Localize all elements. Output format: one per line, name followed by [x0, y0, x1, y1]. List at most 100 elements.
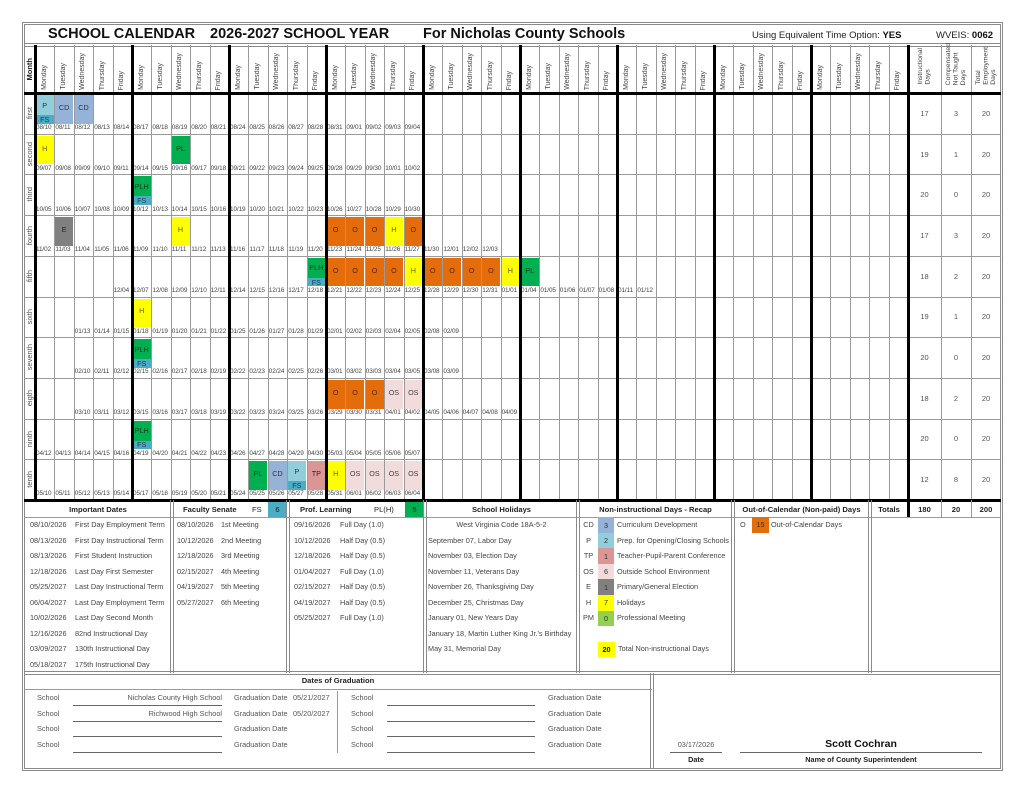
day-cell[interactable]: 12/16 — [268, 256, 287, 297]
day-cell[interactable]: 04/27 — [248, 419, 267, 460]
day-cell[interactable]: 10/28 — [365, 174, 384, 215]
day-cell[interactable]: 11/17 — [248, 215, 267, 256]
day-cell[interactable]: 12/15 — [248, 256, 267, 297]
day-cell[interactable]: H 12/25 — [404, 256, 423, 297]
day-cell[interactable]: 04/22 — [190, 419, 209, 460]
day-cell[interactable]: 08/13 — [93, 93, 112, 134]
day-cell[interactable]: 09/23 — [268, 134, 287, 175]
day-cell[interactable]: 02/04 — [384, 297, 403, 338]
day-cell[interactable]: PLH FS 10/12 — [132, 174, 151, 215]
day-cell[interactable]: 09/10 — [93, 134, 112, 175]
day-cell[interactable]: 01/08 — [598, 256, 617, 297]
day-cell[interactable]: E 11/03 — [54, 215, 74, 256]
day-cell[interactable]: 02/10 — [74, 337, 93, 378]
day-cell[interactable]: OS 06/04 — [404, 459, 423, 500]
day-cell[interactable]: 09/09 — [74, 134, 93, 175]
day-cell[interactable]: 01/11 — [617, 256, 636, 297]
day-cell[interactable]: O 03/31 — [365, 378, 384, 419]
day-cell[interactable]: 08/24 — [229, 93, 248, 134]
day-cell[interactable]: 03/10 — [74, 378, 93, 419]
signature-date[interactable]: 03/17/2026 — [677, 740, 715, 749]
day-cell[interactable]: 03/03 — [365, 337, 384, 378]
day-cell[interactable]: 03/01 — [326, 337, 345, 378]
graduation-date-field[interactable] — [608, 692, 648, 704]
day-cell[interactable]: 03/24 — [268, 378, 287, 419]
graduation-date-field[interactable] — [608, 708, 648, 720]
day-cell[interactable]: OS 06/03 — [384, 459, 404, 500]
day-cell[interactable]: OS 06/02 — [365, 459, 384, 500]
day-cell[interactable]: 05/21 — [210, 459, 229, 500]
day-cell[interactable]: O 12/23 — [365, 256, 384, 297]
day-cell[interactable]: 11/06 — [113, 215, 132, 256]
day-cell[interactable]: 03/16 — [151, 378, 170, 419]
day-cell[interactable]: PL 09/16 — [171, 134, 190, 175]
day-cell[interactable]: 02/16 — [151, 337, 170, 378]
day-cell[interactable]: 08/25 — [248, 93, 267, 134]
day-cell[interactable]: 02/23 — [248, 337, 267, 378]
day-cell[interactable]: 01/05 — [539, 256, 558, 297]
day-cell[interactable]: 09/14 — [132, 134, 151, 175]
day-cell[interactable]: 01/15 — [113, 297, 132, 338]
day-cell[interactable]: 02/19 — [210, 337, 229, 378]
day-cell[interactable]: 03/26 — [307, 378, 326, 419]
day-cell[interactable]: 02/24 — [268, 337, 287, 378]
day-cell[interactable]: 01/26 — [248, 297, 267, 338]
day-cell[interactable]: O 11/24 — [345, 215, 365, 256]
day-cell[interactable]: 10/01 — [384, 134, 403, 175]
school-name-field[interactable] — [73, 723, 222, 735]
day-cell[interactable]: 09/01 — [345, 93, 364, 134]
day-cell[interactable]: 05/03 — [326, 419, 345, 460]
day-cell[interactable]: 03/12 — [113, 378, 132, 419]
day-cell[interactable]: 03/23 — [248, 378, 267, 419]
day-cell[interactable]: O 03/29 — [326, 378, 345, 419]
day-cell[interactable]: 03/05 — [404, 337, 423, 378]
day-cell[interactable]: 02/01 — [326, 297, 345, 338]
day-cell[interactable]: 10/02 — [404, 134, 423, 175]
day-cell[interactable]: 04/20 — [151, 419, 170, 460]
day-cell[interactable]: 04/28 — [268, 419, 287, 460]
day-cell[interactable]: 09/03 — [384, 93, 403, 134]
day-cell[interactable]: 04/14 — [74, 419, 93, 460]
day-cell[interactable]: 02/11 — [93, 337, 112, 378]
day-cell[interactable]: 10/19 — [229, 174, 248, 215]
graduation-date-field[interactable] — [293, 723, 335, 735]
school-name-field[interactable] — [387, 739, 535, 751]
day-cell[interactable]: CD 08/12 — [74, 93, 93, 134]
day-cell[interactable]: 11/04 — [74, 215, 93, 256]
day-cell[interactable]: 10/22 — [287, 174, 306, 215]
day-cell[interactable]: O 12/28 — [423, 256, 442, 297]
school-name-field[interactable] — [387, 692, 535, 704]
day-cell[interactable]: 05/14 — [113, 459, 132, 500]
day-cell[interactable]: PLH FS 04/19 — [132, 419, 151, 460]
day-cell[interactable]: 10/14 — [171, 174, 190, 215]
day-cell[interactable]: 09/04 — [404, 93, 423, 134]
superintendent-name[interactable]: Scott Cochran — [825, 738, 897, 750]
day-cell[interactable]: 01/19 — [151, 297, 170, 338]
day-cell[interactable]: 09/11 — [113, 134, 132, 175]
day-cell[interactable]: 01/27 — [268, 297, 287, 338]
day-cell[interactable]: 02/02 — [345, 297, 364, 338]
day-cell[interactable]: 10/21 — [268, 174, 287, 215]
day-cell[interactable]: 11/13 — [210, 215, 229, 256]
day-cell[interactable]: 12/04 — [113, 256, 132, 297]
day-cell[interactable]: O 12/30 — [462, 256, 481, 297]
day-cell[interactable]: 10/26 — [326, 174, 345, 215]
day-cell[interactable]: 04/05 — [423, 378, 442, 419]
day-cell[interactable]: 03/25 — [287, 378, 306, 419]
day-cell[interactable]: 10/15 — [190, 174, 209, 215]
school-name-field[interactable]: Nicholas County High School — [127, 693, 222, 702]
day-cell[interactable]: 04/13 — [54, 419, 73, 460]
day-cell[interactable]: O 12/24 — [384, 256, 404, 297]
day-cell[interactable]: 12/09 — [171, 256, 190, 297]
graduation-date-field[interactable] — [293, 739, 335, 751]
day-cell[interactable]: 09/29 — [345, 134, 364, 175]
day-cell[interactable]: 09/30 — [365, 134, 384, 175]
day-cell[interactable]: 09/18 — [210, 134, 229, 175]
day-cell[interactable]: 09/08 — [54, 134, 73, 175]
school-name-field[interactable] — [73, 739, 222, 751]
day-cell[interactable]: 03/11 — [93, 378, 112, 419]
day-cell[interactable]: H 11/26 — [384, 215, 404, 256]
day-cell[interactable]: 08/18 — [151, 93, 170, 134]
day-cell[interactable]: OS 06/01 — [345, 459, 365, 500]
day-cell[interactable]: 12/10 — [190, 256, 209, 297]
